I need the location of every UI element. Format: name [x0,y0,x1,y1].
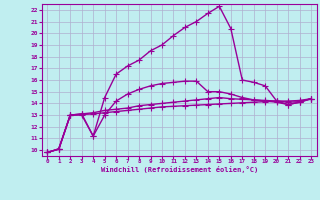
X-axis label: Windchill (Refroidissement éolien,°C): Windchill (Refroidissement éolien,°C) [100,166,258,173]
